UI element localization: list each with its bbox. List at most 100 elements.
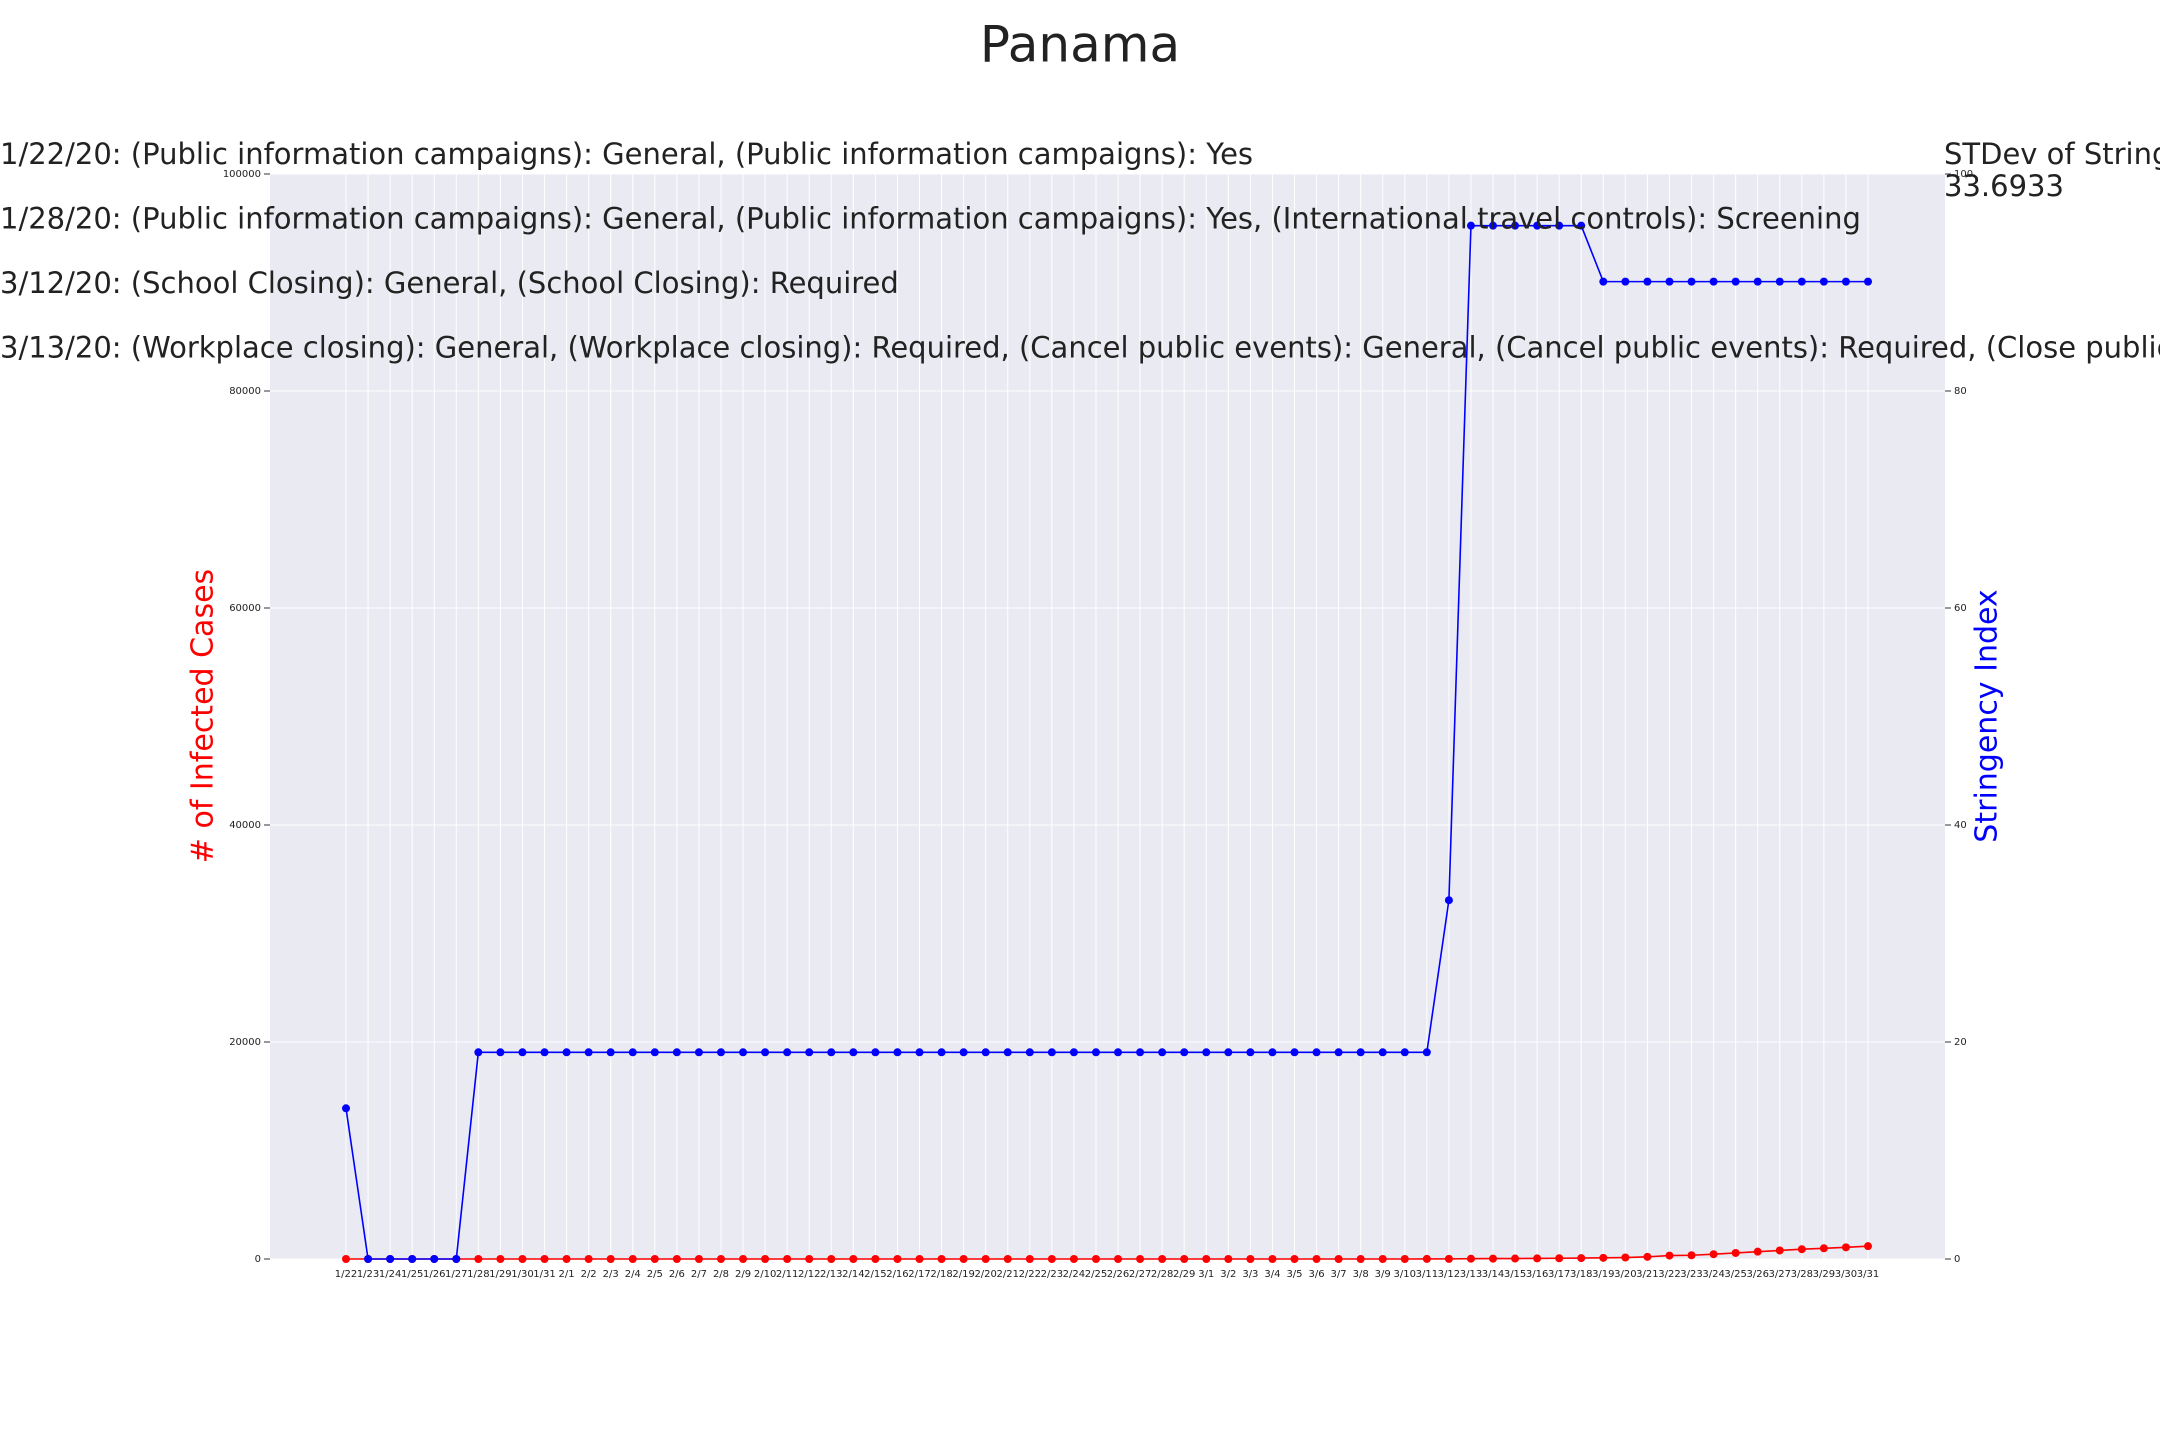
- data-point: [1224, 1048, 1233, 1057]
- x-tick-label: 2/16: [886, 1269, 908, 1280]
- data-point: [1246, 1255, 1255, 1263]
- data-point: [1444, 896, 1453, 905]
- data-point: [1047, 1255, 1056, 1263]
- data-point: [1136, 1255, 1145, 1263]
- data-point: [1731, 1248, 1740, 1257]
- data-point: [1489, 1254, 1498, 1263]
- x-tick-label: 2/2: [581, 1269, 597, 1280]
- data-point: [342, 1104, 350, 1113]
- data-point: [1025, 1048, 1034, 1057]
- annotation: 3/13/20: (Workplace closing): General, (…: [0, 331, 2160, 365]
- x-tick-label: 2/25: [1085, 1269, 1107, 1280]
- data-point: [1753, 277, 1762, 286]
- x-tick-label: 3/8: [1353, 1269, 1369, 1280]
- data-point: [1555, 221, 1564, 230]
- x-tick-label: 2/28: [1151, 1269, 1173, 1280]
- data-point: [1533, 1254, 1542, 1263]
- data-point: [937, 1048, 946, 1057]
- data-point: [959, 1048, 968, 1057]
- data-point: [1202, 1048, 1211, 1057]
- data-point: [1864, 1242, 1872, 1251]
- data-point: [1687, 277, 1696, 286]
- data-point: [849, 1255, 858, 1263]
- x-tick-label: 2/19: [952, 1269, 974, 1280]
- data-point: [496, 1048, 505, 1057]
- x-tick-label: 3/2: [1220, 1269, 1236, 1280]
- x-tick-label: 2/1: [559, 1269, 575, 1280]
- x-tick-label: 3/4: [1264, 1269, 1280, 1280]
- chart-title: Panama: [980, 16, 1180, 74]
- x-tick-label: 3/24: [1702, 1269, 1724, 1280]
- x-tick-label: 1/28: [467, 1269, 489, 1280]
- data-point: [805, 1048, 814, 1057]
- data-point: [959, 1255, 968, 1263]
- data-point: [1180, 1255, 1189, 1263]
- data-point: [716, 1255, 725, 1263]
- x-tick-label: 3/22: [1658, 1269, 1680, 1280]
- data-point: [1687, 1251, 1696, 1260]
- data-point: [893, 1255, 902, 1263]
- x-tick-label: 3/3: [1242, 1269, 1258, 1280]
- data-point: [1643, 1252, 1652, 1261]
- x-tick-label: 3/26: [1746, 1269, 1768, 1280]
- plot-background: [270, 174, 1945, 1259]
- x-tick-label: 3/15: [1504, 1269, 1526, 1280]
- data-point: [1643, 277, 1652, 286]
- data-point: [1775, 1246, 1784, 1255]
- data-point: [1268, 1255, 1277, 1263]
- x-tick-label: 1/23: [357, 1269, 379, 1280]
- data-point: [1731, 277, 1740, 286]
- data-point: [1775, 277, 1784, 286]
- data-point: [1378, 1048, 1387, 1057]
- y2-tick-label: 60: [1954, 603, 1967, 614]
- data-point: [1466, 221, 1475, 230]
- y2-tick-label: 0: [1954, 1254, 1960, 1265]
- data-point: [1334, 1048, 1343, 1057]
- data-point: [1599, 1253, 1608, 1262]
- y2-tick-label: 20: [1954, 1037, 1967, 1048]
- y-tick-label: 0: [255, 1254, 261, 1265]
- x-tick-label: 3/10: [1394, 1269, 1416, 1280]
- data-point: [915, 1255, 924, 1263]
- data-point: [1312, 1048, 1321, 1057]
- data-point: [562, 1048, 571, 1057]
- data-point: [518, 1255, 527, 1263]
- data-point: [562, 1255, 571, 1263]
- data-point: [496, 1255, 505, 1263]
- data-point: [1819, 1244, 1828, 1253]
- x-tick-label: 1/24: [379, 1269, 401, 1280]
- data-point: [937, 1255, 946, 1263]
- data-point: [342, 1255, 350, 1263]
- data-point: [474, 1048, 483, 1057]
- data-point: [981, 1048, 990, 1057]
- data-point: [761, 1255, 770, 1263]
- data-point: [915, 1048, 924, 1057]
- data-point: [849, 1048, 858, 1057]
- x-tick-label: 2/6: [669, 1269, 685, 1280]
- series-line: [345, 224, 1868, 1260]
- y2-tick-label: 40: [1954, 820, 1967, 831]
- data-point: [386, 1255, 395, 1263]
- data-point: [518, 1048, 527, 1057]
- data-point: [606, 1255, 615, 1263]
- y-tick-label: 40000: [229, 820, 261, 831]
- data-point: [694, 1255, 703, 1263]
- x-tick-label: 3/28: [1791, 1269, 1813, 1280]
- data-point: [1158, 1048, 1167, 1057]
- data-point: [1334, 1255, 1343, 1263]
- x-tick-label: 2/5: [647, 1269, 663, 1280]
- x-tick-label: 1/27: [445, 1269, 467, 1280]
- data-point: [1290, 1048, 1299, 1057]
- x-tick-label: 3/17: [1548, 1269, 1570, 1280]
- x-tick-label: 2/22: [1019, 1269, 1041, 1280]
- data-point: [650, 1255, 659, 1263]
- grid: [270, 173, 1945, 1260]
- data-point: [1356, 1048, 1365, 1057]
- data-point: [1158, 1255, 1167, 1263]
- y2-axis-label: Stringency Index: [1970, 589, 2005, 842]
- x-tick-label: 2/23: [1041, 1269, 1063, 1280]
- data-point: [739, 1255, 748, 1263]
- x-tick-label: 2/12: [798, 1269, 820, 1280]
- data-point: [1864, 277, 1872, 286]
